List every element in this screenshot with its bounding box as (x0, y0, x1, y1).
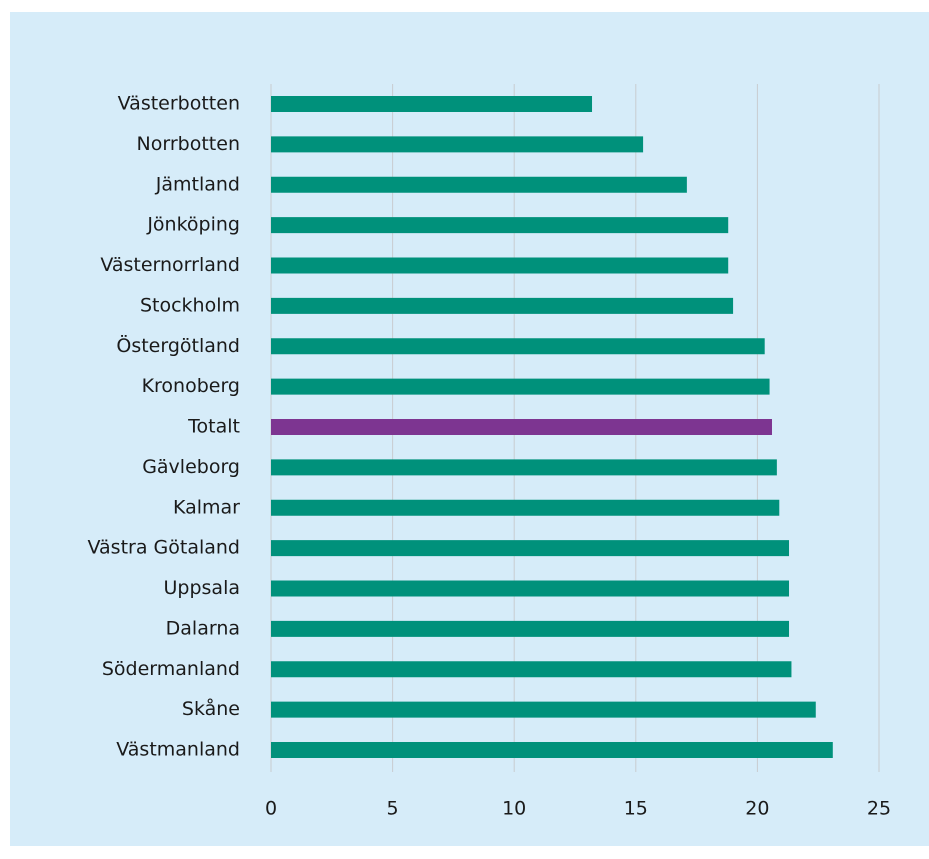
bar (271, 136, 644, 153)
y-tick-label: Totalt (187, 416, 240, 438)
y-tick-label: Jönköping (146, 214, 240, 236)
y-tick-label: Skåne (182, 697, 240, 720)
x-tick-label: 5 (387, 798, 399, 820)
bar (271, 176, 687, 193)
bar (271, 540, 790, 557)
y-tick-label: Kronoberg (142, 375, 240, 397)
x-tick-label: 15 (624, 798, 648, 820)
bar (271, 378, 770, 395)
bar (271, 459, 777, 476)
bar (271, 338, 765, 355)
bar (271, 257, 729, 274)
bar (271, 217, 729, 234)
y-tick-label: Norrbotten (137, 133, 240, 155)
y-tick-label: Gävleborg (142, 456, 240, 478)
bar (271, 419, 772, 435)
y-tick-label: Dalarna (166, 617, 240, 639)
x-tick-label: 20 (745, 798, 769, 820)
x-tick-label: 25 (867, 798, 891, 820)
y-tick-label: Västra Götaland (88, 537, 240, 559)
y-tick-label: Östergötland (116, 334, 240, 357)
y-tick-label: Västmanland (116, 739, 240, 761)
y-tick-label: Västernorrland (100, 254, 240, 276)
y-tick-label: Kalmar (173, 496, 240, 518)
y-tick-label: Västerbotten (118, 93, 240, 115)
bar (271, 297, 734, 314)
x-tick-label: 0 (265, 798, 277, 820)
y-tick-label: Jämtland (155, 173, 240, 195)
y-tick-label: Stockholm (140, 294, 240, 316)
bar (271, 620, 790, 637)
y-tick-label: Södermanland (102, 658, 240, 680)
bar (271, 701, 816, 718)
bar (271, 661, 792, 678)
x-tick-label: 10 (502, 798, 526, 820)
bar (271, 580, 790, 597)
y-tick-label: Uppsala (164, 577, 241, 599)
bar (271, 742, 833, 758)
bar (271, 96, 593, 112)
bar (271, 499, 780, 516)
